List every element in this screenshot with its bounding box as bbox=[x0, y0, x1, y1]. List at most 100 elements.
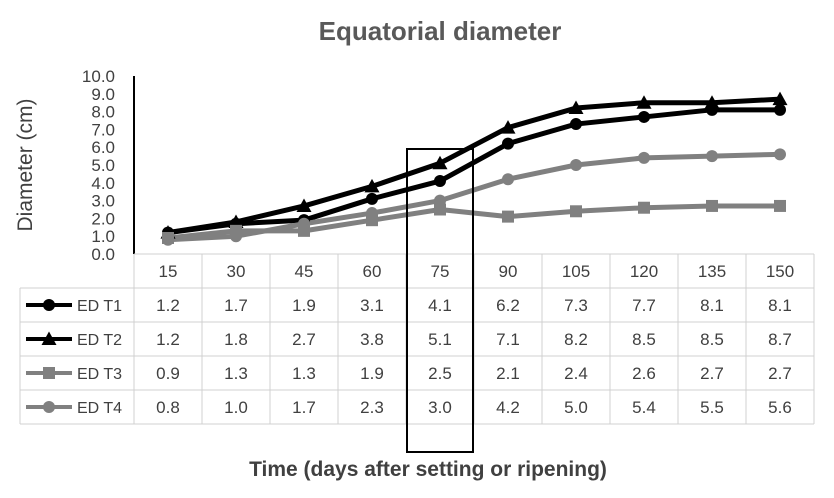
data-point bbox=[298, 217, 310, 230]
category-label: 150 bbox=[766, 262, 794, 281]
table-value: 1.0 bbox=[224, 398, 248, 417]
data-point bbox=[366, 192, 378, 205]
table-value: 7.1 bbox=[496, 330, 520, 349]
data-point bbox=[502, 137, 514, 150]
table-value: 0.9 bbox=[156, 364, 180, 383]
data-point bbox=[706, 150, 718, 163]
y-tick-label: 7.0 bbox=[91, 120, 115, 139]
data-point bbox=[500, 120, 516, 134]
data-point bbox=[774, 103, 786, 116]
legend-key bbox=[26, 401, 72, 413]
table-value: 1.9 bbox=[360, 364, 384, 383]
category-label: 120 bbox=[630, 262, 658, 281]
data-point bbox=[502, 210, 514, 223]
table-value: 5.1 bbox=[428, 330, 452, 349]
table-value: 3.1 bbox=[360, 296, 384, 315]
legend-key bbox=[26, 367, 72, 379]
data-point bbox=[230, 230, 242, 243]
data-table: 15 30 45 60 75 90 105 120 135 150 ED T1 1.2 1.7 1.9 3.… bbox=[19, 253, 815, 425]
legend-label: ED T2 bbox=[77, 332, 122, 349]
y-tick-label: 5.0 bbox=[91, 156, 115, 175]
table-value: 5.0 bbox=[564, 398, 588, 417]
legend-label: ED T3 bbox=[77, 366, 122, 383]
table-value: 5.4 bbox=[632, 398, 656, 417]
category-label: 90 bbox=[499, 262, 518, 281]
series-line bbox=[167, 96, 781, 236]
table-value: 0.8 bbox=[156, 398, 180, 417]
legend-label: ED T1 bbox=[77, 298, 122, 315]
legend-key bbox=[26, 299, 72, 311]
table-value: 1.8 bbox=[224, 330, 248, 349]
table-value: 2.7 bbox=[768, 364, 792, 383]
y-tick-label: 10.0 bbox=[82, 67, 115, 86]
data-point bbox=[772, 91, 788, 106]
data-point bbox=[364, 178, 380, 193]
table-value: 2.5 bbox=[428, 364, 452, 383]
table-value: 8.5 bbox=[632, 330, 656, 349]
table-value: 1.3 bbox=[224, 364, 248, 383]
table-value: 1.3 bbox=[292, 364, 316, 383]
data-point bbox=[434, 203, 446, 216]
table-value: 8.1 bbox=[768, 296, 792, 315]
table-value: 1.7 bbox=[224, 296, 248, 315]
data-point bbox=[704, 95, 720, 109]
highlight-box bbox=[406, 148, 474, 453]
series-markers bbox=[160, 91, 788, 246]
y-tick-label: 8.0 bbox=[91, 103, 115, 122]
table-value: 3.0 bbox=[428, 398, 452, 417]
table-value: 2.3 bbox=[360, 398, 384, 417]
data-point bbox=[638, 201, 650, 214]
data-point bbox=[502, 173, 514, 186]
table-value: 1.2 bbox=[156, 330, 180, 349]
table-value: 4.1 bbox=[428, 296, 452, 315]
y-tick-label: 6.0 bbox=[91, 138, 115, 157]
legend-label: ED T4 bbox=[77, 400, 122, 417]
table-value: 5.6 bbox=[768, 398, 792, 417]
table-value: 1.7 bbox=[292, 398, 316, 417]
table-value: 1.2 bbox=[156, 296, 180, 315]
category-label: 135 bbox=[698, 262, 726, 281]
table-value: 8.5 bbox=[700, 330, 724, 349]
table-value: 7.3 bbox=[564, 296, 588, 315]
y-axis-ticks: 0.01.02.03.04.05.06.07.08.09.010.0 bbox=[82, 67, 115, 264]
category-label: 60 bbox=[363, 262, 382, 281]
legend-marker bbox=[43, 401, 55, 413]
legend-marker bbox=[43, 367, 55, 379]
table-value: 4.2 bbox=[496, 398, 520, 417]
data-point bbox=[636, 95, 652, 109]
data-point bbox=[434, 175, 446, 188]
data-point bbox=[296, 198, 312, 212]
table-value: 2.4 bbox=[564, 364, 588, 383]
data-point bbox=[434, 194, 446, 207]
table-value: 3.8 bbox=[360, 330, 384, 349]
y-tick-label: 3.0 bbox=[91, 192, 115, 211]
data-point bbox=[570, 118, 582, 131]
category-label: 105 bbox=[562, 262, 590, 281]
data-point bbox=[432, 155, 448, 170]
legend-marker bbox=[43, 299, 55, 311]
legend-key bbox=[26, 331, 72, 345]
category-label: 15 bbox=[159, 262, 178, 281]
table-value: 2.7 bbox=[700, 364, 724, 383]
y-tick-label: 4.0 bbox=[91, 174, 115, 193]
data-point bbox=[774, 199, 786, 212]
table-value: 2.1 bbox=[496, 364, 520, 383]
legend-marker bbox=[41, 331, 57, 345]
data-point bbox=[774, 148, 786, 161]
y-tick-label: 2.0 bbox=[91, 209, 115, 228]
table-value: 8.2 bbox=[564, 330, 588, 349]
data-point bbox=[570, 159, 582, 171]
chart-title: Equatorial diameter bbox=[319, 16, 562, 46]
table-value: 7.7 bbox=[632, 296, 656, 315]
table-value: 5.5 bbox=[700, 398, 724, 417]
category-label: 30 bbox=[227, 262, 246, 281]
y-axis-label: Diameter (cm) bbox=[14, 98, 37, 231]
table-value: 2.6 bbox=[632, 364, 656, 383]
data-point bbox=[366, 207, 378, 220]
table-value: 1.9 bbox=[292, 296, 316, 315]
y-tick-label: 0.0 bbox=[91, 245, 115, 264]
category-label: 45 bbox=[295, 262, 314, 281]
data-point bbox=[228, 214, 244, 228]
data-point bbox=[638, 110, 650, 123]
